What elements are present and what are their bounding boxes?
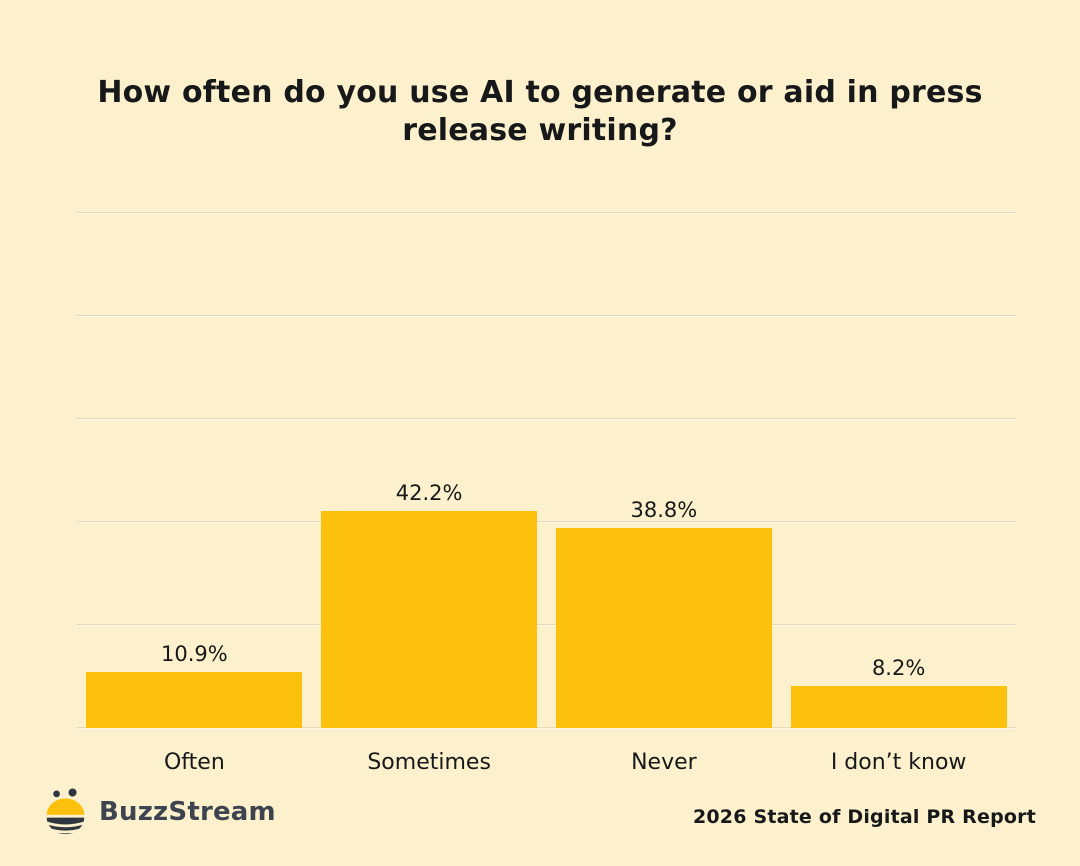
bar-column: 42.2% Sometimes [312,213,547,775]
category-label: Sometimes [367,750,491,775]
gridline-40 [77,521,1016,522]
buzzstream-logo: BuzzStream [42,787,276,837]
chart-title: How often do you use AI to generate or a… [97,75,983,148]
gridline-80 [77,315,1016,316]
bar-never [555,528,772,728]
bar-value-label: 8.2% [871,655,926,680]
plot-area: 10.9% Often 42.2% Sometimes 38.8% Never 8.2% I … [77,212,1016,775]
category-label: Often [163,750,225,775]
category-label: I don’t know [830,750,967,775]
bar-column: 10.9% Often [77,213,312,775]
brand-name: BuzzStream [99,797,276,827]
bar-value-label: 38.8% [630,498,698,523]
bar-column: 8.2% I don’t know [781,213,1016,775]
bar-i-don-t-know [790,685,1007,728]
report-caption: 2026 State of Digital PR Report [692,806,1036,828]
gridline-100 [77,212,1016,213]
bar-column: 38.8% Never [547,213,782,775]
gridline-20 [77,624,1016,625]
bar-sometimes [321,510,538,728]
bar-often [86,671,303,728]
category-label: Never [631,750,697,775]
gridline-60 [77,418,1016,419]
gridline-0 [77,727,1016,728]
bar-value-label: 10.9% [161,641,228,666]
buzzstream-bee-icon [44,788,87,835]
gridlines [77,212,1016,728]
bar-columns: 10.9% Often 42.2% Sometimes 38.8% Never 8.2% I … [77,213,1016,775]
bar-value-label: 42.2% [395,480,463,505]
